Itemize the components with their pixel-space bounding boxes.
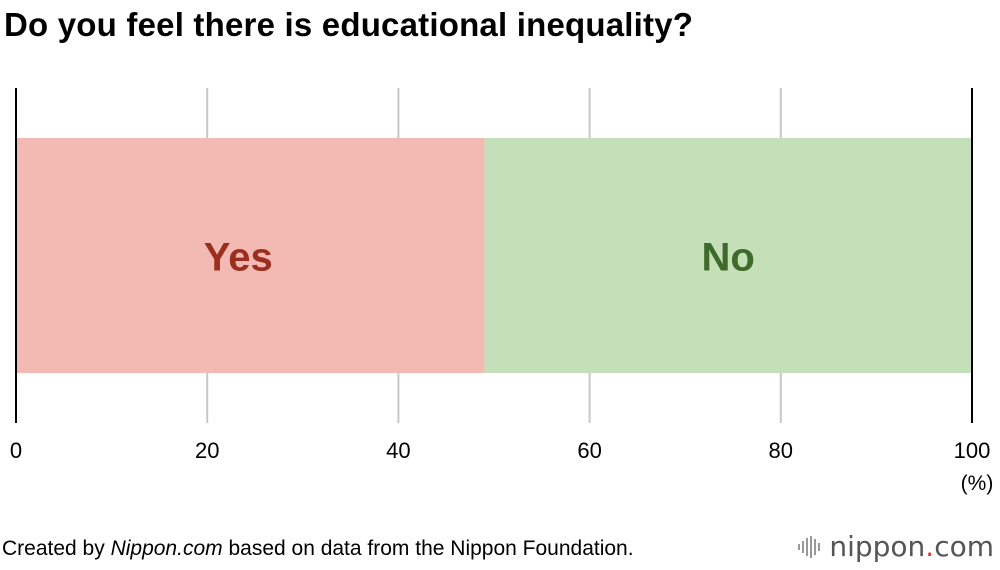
x-axis-unit: (%) <box>961 472 994 495</box>
bar-segment-no <box>484 138 972 373</box>
source-prefix: Created by <box>2 537 111 560</box>
source-suffix: based on data from the Nippon Foundation… <box>222 537 634 560</box>
x-tick-label: 40 <box>386 438 410 463</box>
bar-label-no: No <box>702 236 755 280</box>
x-tick-label: 0 <box>10 438 22 463</box>
chart-title: Do you feel there is educational inequal… <box>4 6 694 43</box>
x-tick-label: 100 <box>954 438 991 463</box>
x-tick-label: 80 <box>769 438 793 463</box>
source-site: Nippon.com <box>110 537 223 560</box>
axis-lines <box>15 88 973 423</box>
x-tick-label: 20 <box>195 438 219 463</box>
stacked-bar-chart: Yes No 0 20 40 60 80 100 (%) <box>10 88 994 495</box>
bar-segment-yes <box>16 138 485 373</box>
brand-logo: nippon.com <box>797 530 994 563</box>
x-tick-label: 60 <box>577 438 601 463</box>
x-tick-labels: 0 20 40 60 80 100 <box>10 438 990 463</box>
bar-segments: Yes No <box>16 138 972 373</box>
brand-name: nippon.com <box>829 530 994 563</box>
bar-label-yes: Yes <box>204 236 273 280</box>
sound-bars-icon <box>798 535 821 558</box>
source-note: Created by Nippon.com based on data from… <box>2 537 634 561</box>
